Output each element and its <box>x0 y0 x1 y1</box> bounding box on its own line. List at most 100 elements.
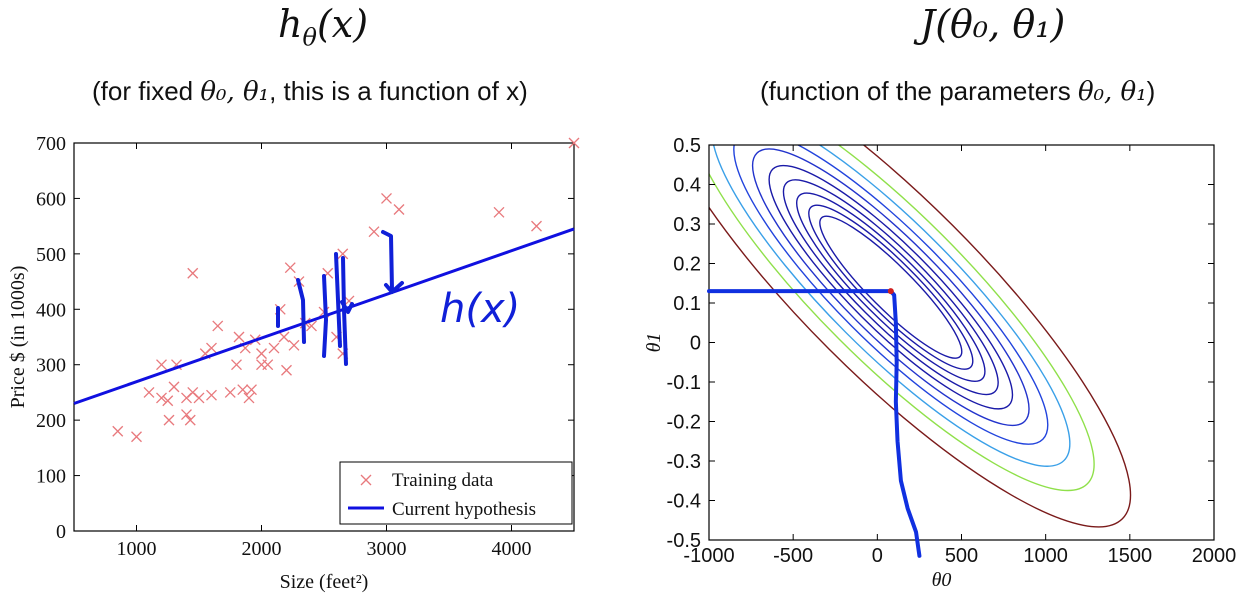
training-point <box>284 262 296 274</box>
contour-group <box>709 145 1132 528</box>
training-point <box>381 192 392 204</box>
y-tick-label: 0 <box>690 333 701 355</box>
training-point <box>143 386 155 398</box>
x-tick-label: -500 <box>773 545 813 567</box>
legend-box <box>339 461 573 525</box>
y-axis-label: Price $ (in 1000s) <box>7 266 29 409</box>
handwritten-error-mark <box>381 230 394 292</box>
training-point <box>168 381 180 393</box>
contour-line <box>709 145 1095 492</box>
training-point <box>268 342 280 354</box>
x-axis-label: Size (feet²) <box>280 571 369 593</box>
training-point <box>368 226 380 238</box>
contour-line <box>733 145 1049 445</box>
left-panel-subtitle: (for fixed θ₀, θ₁, this is a function of… <box>92 76 528 107</box>
y-tick-label: -0.1 <box>667 372 701 394</box>
contour-line <box>795 192 986 383</box>
y-tick-label: -0.2 <box>667 412 701 434</box>
handwritten-error-mark <box>296 278 306 344</box>
x-axis-label: θ0 <box>932 569 952 591</box>
x-tick-label: 3000 <box>367 538 407 560</box>
x-tick-label: -1000 <box>683 545 734 567</box>
training-point <box>193 392 205 404</box>
y-tick-label: 100 <box>36 466 66 488</box>
plot-frame <box>73 142 575 532</box>
x-tick-label: 1000 <box>1023 545 1068 567</box>
x-tick-label: 1500 <box>1108 545 1153 567</box>
handwritten-error-mark <box>384 281 404 294</box>
y-tick-label: 700 <box>36 133 66 155</box>
training-point <box>131 431 142 443</box>
legend-label-training: Training data <box>392 470 494 491</box>
minimum-marker <box>887 288 894 295</box>
legend-marker-training <box>360 474 372 486</box>
training-point <box>281 364 292 376</box>
x-tick-label: 2000 <box>242 538 282 560</box>
x-tick-label: 0 <box>872 545 883 567</box>
descent-path <box>707 289 922 558</box>
y-tick-label: 0.4 <box>673 175 701 197</box>
y-tick-label: 400 <box>36 299 66 321</box>
plot-frame <box>708 144 1215 541</box>
y-tick-label: 0.1 <box>673 293 701 315</box>
training-point <box>187 267 199 279</box>
training-point <box>184 414 196 426</box>
contour-line <box>711 145 1071 467</box>
x-tick-label: 1000 <box>117 538 157 560</box>
training-point <box>231 359 242 371</box>
right-panel-subtitle: (function of the parameters θ₀, θ₁) <box>760 76 1156 107</box>
training-point <box>162 395 174 407</box>
contour-line <box>709 145 1132 528</box>
y-tick-label: 0.3 <box>673 214 701 236</box>
training-point <box>278 331 290 343</box>
training-point <box>156 392 167 404</box>
y-tick-label: 200 <box>36 410 66 432</box>
y-tick-label: 300 <box>36 355 66 377</box>
training-point <box>262 359 274 371</box>
training-point <box>233 331 245 343</box>
handwritten-error-mark <box>341 256 348 366</box>
training-point <box>181 409 192 421</box>
training-point <box>493 206 505 218</box>
y-tick-label: 0.5 <box>673 135 701 157</box>
y-tick-label: 600 <box>36 188 66 210</box>
training-point <box>112 425 124 437</box>
contour-line <box>768 164 1014 410</box>
y-tick-label: -0.4 <box>667 491 701 513</box>
training-point <box>224 386 236 398</box>
training-point <box>206 389 217 401</box>
y-tick-label: -0.3 <box>667 451 701 473</box>
contour-line <box>808 204 974 370</box>
contour-line <box>819 215 963 359</box>
legend-label-hypothesis: Current hypothesis <box>392 499 536 520</box>
training-point <box>568 137 580 149</box>
handwritten-error-mark <box>334 252 342 348</box>
training-point <box>237 384 249 396</box>
contour-line <box>751 148 1030 427</box>
y-tick-label: 0.2 <box>673 254 701 276</box>
handwritten-error-mark <box>322 274 328 358</box>
x-tick-label: 500 <box>945 545 978 567</box>
y-tick-label: -0.5 <box>667 530 701 552</box>
descent-path-group <box>707 288 922 558</box>
training-point <box>256 348 267 360</box>
training-point <box>163 414 175 426</box>
y-axis-label: θ1 <box>643 333 665 353</box>
x-tick-label: 2000 <box>1192 545 1237 567</box>
contour-line <box>782 179 999 396</box>
training-point <box>337 248 349 260</box>
training-point <box>243 392 255 404</box>
training-point <box>246 384 257 396</box>
training-point <box>212 320 224 332</box>
training-point <box>531 220 542 232</box>
y-tick-label: 500 <box>36 244 66 266</box>
training-point <box>206 342 217 354</box>
y-tick-label: 0 <box>56 521 66 543</box>
left-panel-title: hθ(x) <box>278 2 369 52</box>
hypothesis-annotation: h(x) <box>440 286 520 332</box>
hypothesis-scatter-chart: 0 100 200 300 400 500 600 700 1000 2000 3000 4000 Si… <box>7 133 580 593</box>
training-point <box>156 359 167 371</box>
right-panel-title: J(θ₀, θ₁) <box>920 2 1066 46</box>
handwritten-error-mark <box>340 300 354 314</box>
